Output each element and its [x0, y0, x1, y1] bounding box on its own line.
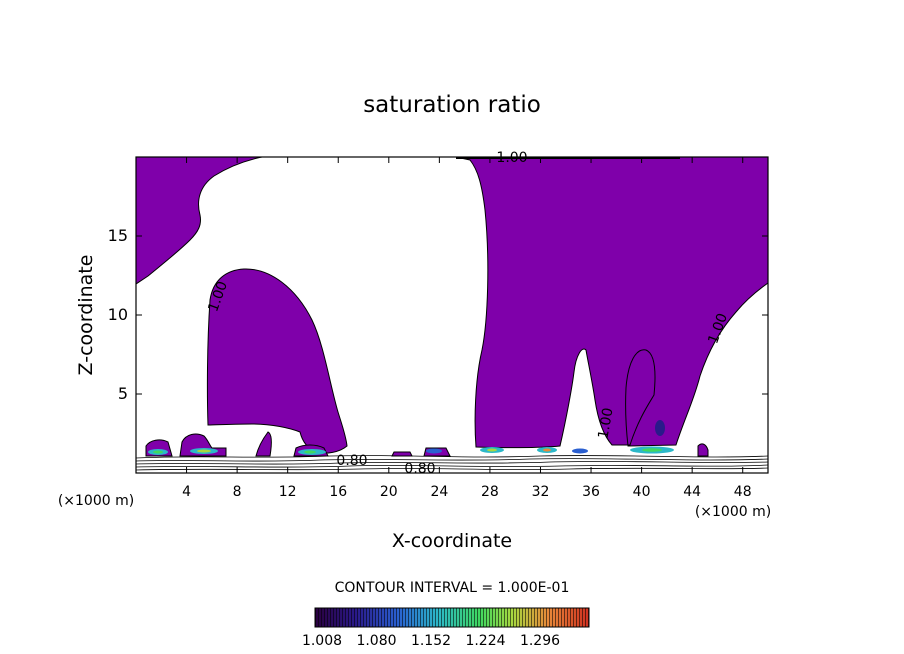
x-tick-label: 28	[481, 484, 499, 500]
contour-label: 1.00	[595, 407, 616, 440]
x-tick-label: 44	[683, 484, 701, 500]
x-axis-title: X-coordinate	[392, 530, 512, 552]
colorbar-tick-label: 1.296	[520, 633, 560, 649]
x-tick-label: 32	[532, 484, 550, 500]
y-axis-title: Z-coordinate	[75, 255, 97, 376]
chart-title: saturation ratio	[363, 92, 541, 118]
x-tick-label: 48	[734, 484, 752, 500]
colorbar-tick-label: 1.080	[356, 633, 396, 649]
colorbar-hatch	[315, 608, 589, 627]
surface-contour-3	[136, 461, 768, 465]
core-5-inner	[487, 448, 497, 452]
x-unit-label-left: (×1000 m)	[58, 493, 134, 509]
colorbar-tick-label: 1.224	[465, 633, 505, 649]
x-tick-label: 24	[430, 484, 448, 500]
core-9	[655, 420, 665, 436]
x-tick-label: 12	[279, 484, 297, 500]
core-8-inner	[642, 448, 662, 452]
surface-contour-5	[136, 467, 768, 471]
y-axis: 5 10 15	[108, 226, 768, 403]
x-tick-label: 4	[182, 484, 191, 500]
y-tick-label: 5	[118, 384, 128, 403]
core-1-inner	[153, 450, 163, 454]
surface-contours	[136, 455, 768, 471]
colorbar-tick-label: 1.152	[411, 633, 451, 649]
x-tick-label: 20	[380, 484, 398, 500]
contour-label: 0.80	[404, 461, 435, 477]
surface-contour-2	[136, 458, 768, 462]
colorbar-tick-labels: 1.008 1.080 1.152 1.224 1.296	[302, 633, 560, 649]
core-7	[572, 448, 588, 454]
core-6-inner	[543, 448, 551, 452]
core-2-inner	[197, 449, 211, 453]
x-tick-label: 16	[329, 484, 347, 500]
x-tick-label: 8	[233, 484, 242, 500]
region-small-cell-7	[697, 443, 709, 457]
contour-label: 0.80	[336, 453, 367, 469]
core-3-inner	[304, 450, 316, 454]
y-tick-label: 10	[108, 305, 128, 324]
x-axis: 4 8 12 16 20 24 28 32 36 40 44 48	[182, 157, 752, 500]
saturation-cores	[148, 420, 674, 455]
colorbar	[314, 607, 590, 628]
region-left-top	[136, 157, 263, 285]
colorbar-tick-label: 1.008	[302, 633, 342, 649]
colorbar-frame	[314, 607, 590, 628]
surface-contour-4	[136, 464, 768, 468]
y-tick-label: 15	[108, 226, 128, 245]
x-tick-label: 40	[633, 484, 651, 500]
region-small-cell-3	[255, 431, 272, 457]
contour-label: 1.00	[496, 150, 527, 166]
x-tick-label: 36	[582, 484, 600, 500]
x-unit-label-right: (×1000 m)	[695, 504, 771, 520]
surface-contour-1	[136, 455, 768, 459]
region-right	[455, 157, 768, 449]
supersaturation-regions	[136, 157, 768, 471]
contour-interval-label: CONTOUR INTERVAL = 1.000E-01	[335, 580, 570, 596]
core-4	[426, 448, 442, 454]
region-left-tower	[206, 268, 348, 454]
